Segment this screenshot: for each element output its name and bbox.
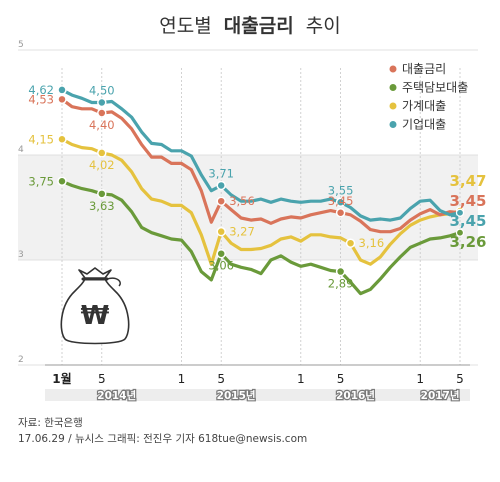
x-tick-label: 5 (98, 372, 106, 386)
end-point (455, 208, 465, 217)
x-tick-label: 1 (416, 372, 424, 386)
won-symbol: ₩ (81, 301, 110, 331)
data-point (216, 196, 226, 206)
data-point (57, 85, 67, 95)
end-label: 3,26 (449, 233, 486, 251)
year-label: 2016년 (336, 389, 375, 402)
legend-marker (389, 121, 397, 128)
source-text: 자료: 한국은행 (18, 417, 83, 429)
data-label: 4,15 (28, 132, 54, 146)
x-tick-label: 1 (297, 372, 305, 386)
data-label: 4,02 (89, 158, 115, 172)
legend-marker (389, 84, 397, 91)
money-bag-icon: ₩ (60, 267, 130, 345)
end-value-labels: 3,47 3,45 3,45 3,26 (449, 172, 486, 251)
end-point (455, 228, 465, 237)
y-axis-labels: 2 3 4 5 (18, 40, 24, 365)
end-label: 3,45 (449, 212, 486, 230)
data-label: 3,55 (328, 183, 354, 197)
legend-marker (389, 102, 397, 110)
x-tick-label: 5 (337, 372, 345, 386)
legend-marker (389, 65, 397, 73)
series-line-2 (60, 137, 462, 266)
title-part-bold: 대출금리 (224, 15, 294, 37)
year-bar-bg (45, 389, 470, 401)
data-labels: 4,53 4,40 3,56 3,45 3,75 3,63 3,06 2,89 4,15 4,02… (28, 83, 384, 291)
data-label: 4,62 (28, 83, 54, 97)
x-tick-label: 1월 (52, 371, 71, 386)
data-point (57, 134, 67, 144)
data-label: 3,71 (208, 166, 234, 180)
data-point (97, 97, 107, 108)
x-tick-label: 5 (456, 372, 464, 386)
chart-title: 연도별 대출금리 추이 (159, 15, 340, 37)
legend-label: 주택담보대출 (402, 81, 468, 95)
data-label: 4,50 (89, 84, 115, 98)
y-tick-label: 3 (18, 250, 24, 260)
data-point (57, 94, 67, 105)
data-point (216, 180, 226, 191)
credit-text: 17.06.29 / 뉴시스 그래픽: 전진우 기자 618tue@newsis… (18, 433, 307, 445)
legend-label: 대출금리 (402, 62, 446, 76)
legend-label: 기업대출 (402, 118, 446, 132)
end-label: 3,45 (449, 192, 486, 210)
series-line-0 (60, 97, 462, 234)
y-tick-label: 5 (18, 40, 24, 50)
band-3 (18, 155, 478, 260)
y-tick-label: 4 (18, 145, 24, 155)
data-label: 2,89 (328, 277, 354, 291)
data-label: 3,45 (328, 194, 354, 208)
x-axis: 1월 5 1 5 1 5 1 5 (45, 364, 470, 386)
data-label: 4,53 (28, 92, 54, 106)
data-point (97, 108, 107, 118)
data-label: 3,75 (28, 174, 54, 188)
data-point (216, 248, 226, 259)
data-point (335, 266, 346, 277)
data-point (335, 197, 346, 207)
x-tick-label: 5 (217, 372, 225, 386)
data-label: 3,63 (89, 199, 115, 213)
data-point (345, 238, 356, 248)
year-label: 2017년 (421, 389, 460, 402)
data-label: 3,27 (229, 225, 255, 239)
year-label: 2014년 (97, 389, 136, 402)
data-point (335, 208, 346, 218)
data-label: 4,40 (89, 118, 115, 132)
year-bar: 2014년 2015년 2016년 2017년 (45, 388, 470, 403)
title-part-light: 연도별 (159, 15, 211, 37)
end-label: 3,47 (449, 172, 486, 190)
data-label: 3,56 (229, 194, 255, 208)
year-label: 2015년 (217, 389, 256, 402)
data-point (97, 148, 107, 158)
data-label: 3,06 (208, 259, 234, 273)
data-point (216, 226, 226, 237)
series-points (57, 85, 465, 277)
data-point (57, 176, 67, 186)
series-lines (60, 88, 462, 296)
x-tick-label: 1 (178, 372, 186, 386)
title-part-light-2: 추이 (306, 15, 341, 37)
series-line-3 (60, 88, 462, 222)
data-point (97, 189, 107, 199)
y-tick-label: 2 (18, 355, 24, 365)
data-label: 3,16 (359, 236, 385, 250)
series-line-1 (60, 179, 462, 296)
legend-label: 가계대출 (402, 99, 446, 113)
